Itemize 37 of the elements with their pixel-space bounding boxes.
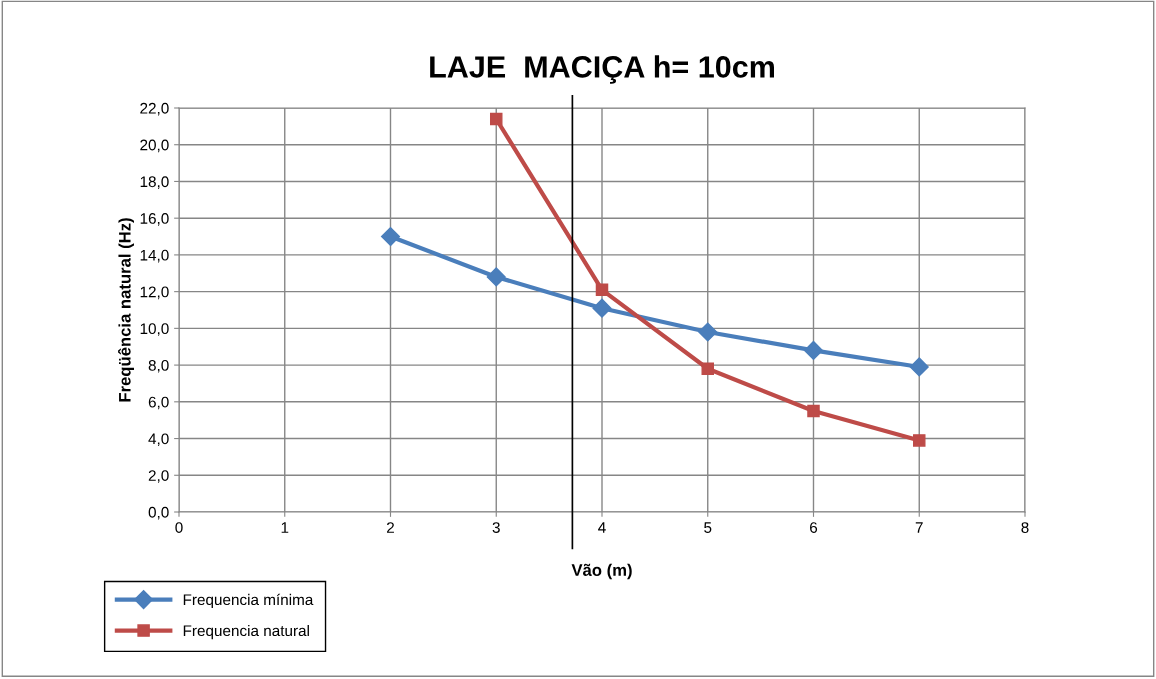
point — [698, 322, 718, 342]
y-tick-label: 12,0 — [140, 286, 169, 300]
y-tick-label: 8,0 — [148, 359, 169, 373]
x-tick-label: 5 — [704, 522, 712, 533]
y-tick-label: 0,0 — [148, 506, 169, 520]
y-tick-label: 16,0 — [140, 213, 169, 226]
legend-label: Frequencia natural — [183, 624, 309, 640]
x-axis-title: Vão (m) — [571, 563, 632, 580]
point — [592, 298, 612, 318]
point — [909, 357, 929, 377]
point — [486, 267, 506, 287]
point — [807, 404, 820, 418]
y-tick-label: 18,0 — [140, 176, 169, 189]
y-tick-label: 20,0 — [140, 139, 169, 153]
point — [803, 340, 824, 360]
x-tick-label: 2 — [387, 522, 394, 533]
y-tick-label: 10,0 — [140, 323, 169, 336]
x-tick-label: 3 — [492, 522, 500, 533]
y-tick-label: 22,0 — [140, 102, 169, 116]
y-tick-label: 2,0 — [148, 470, 169, 483]
y-tick-label: 14,0 — [140, 249, 169, 263]
x-tick-label: 0 — [175, 522, 183, 533]
x-tick-label: 4 — [598, 522, 606, 533]
chart-title: LAJE MACIÇA h= 10cm — [430, 55, 774, 84]
x-tick-label: 6 — [810, 522, 818, 533]
x-tick-label: 1 — [281, 522, 289, 533]
point — [595, 283, 609, 297]
point — [701, 362, 715, 376]
legend-label: Frequencia mínima — [183, 593, 314, 609]
point — [380, 227, 401, 247]
point — [489, 112, 503, 126]
y-tick-label: 4,0 — [148, 433, 169, 447]
y-tick-label: 6,0 — [148, 396, 169, 410]
y-axis-title: Freqüência natural (Hz) — [118, 218, 134, 402]
x-tick-label: 7 — [915, 522, 923, 533]
point — [912, 434, 926, 447]
x-tick-label: 8 — [1021, 522, 1029, 533]
